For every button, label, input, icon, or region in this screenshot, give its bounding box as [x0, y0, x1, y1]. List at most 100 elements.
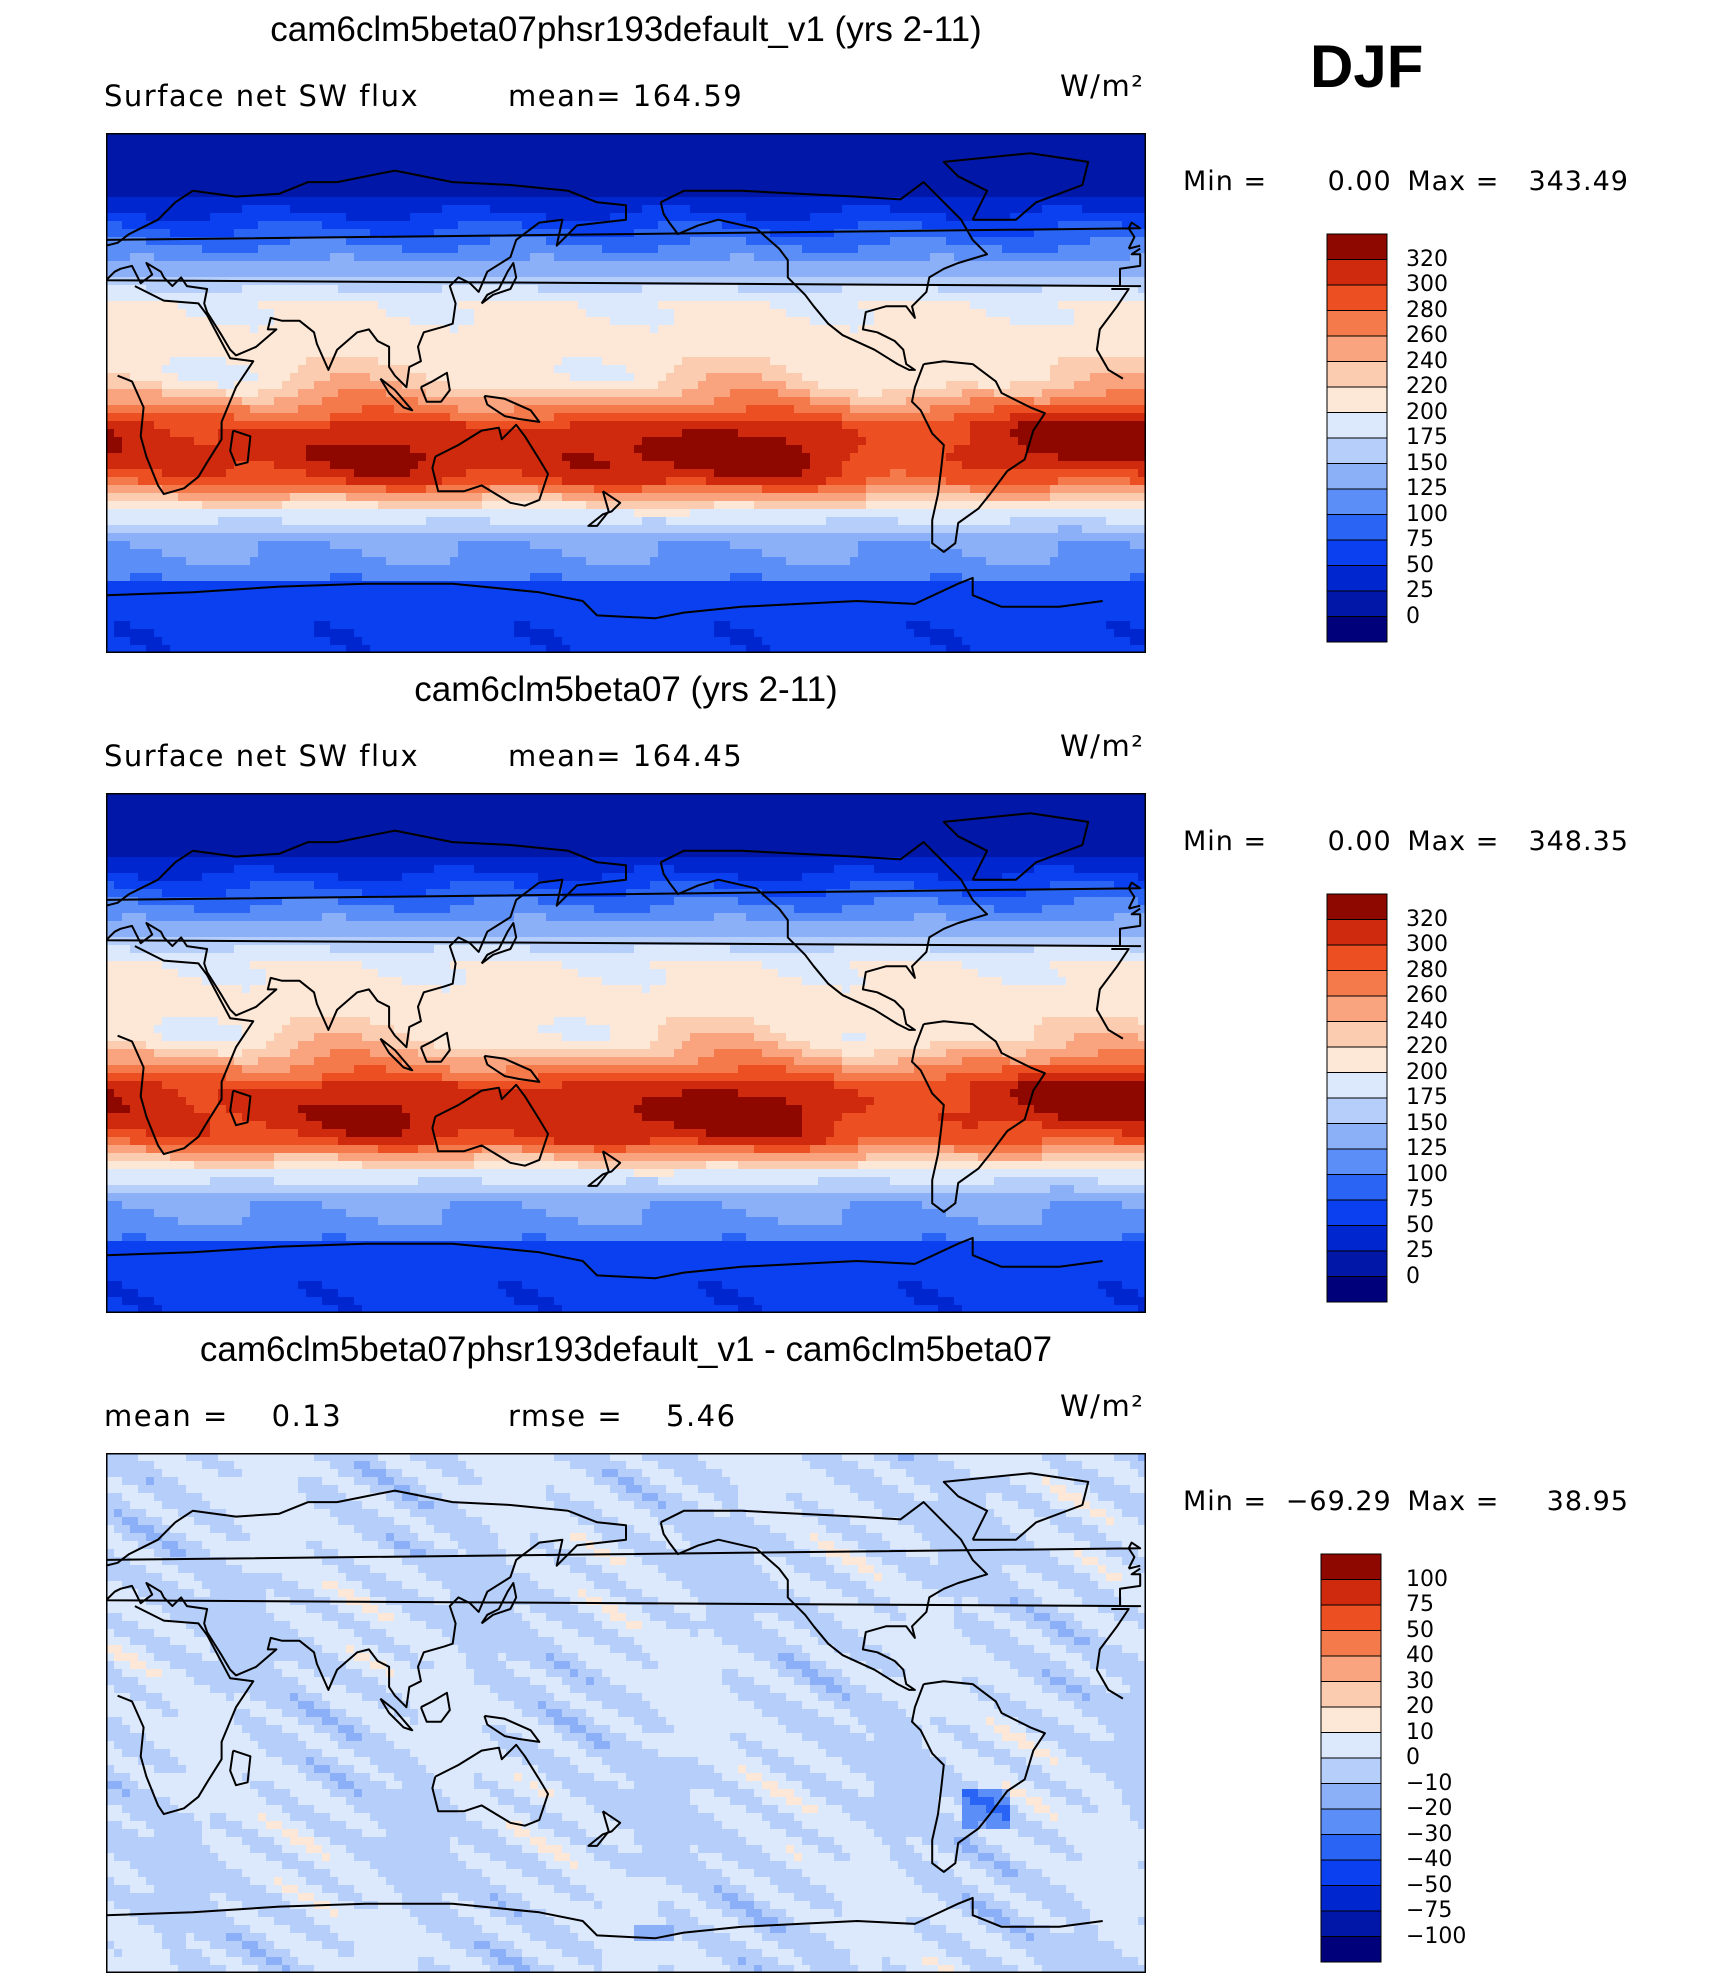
colorbar-swatch	[1326, 284, 1388, 311]
coastline	[106, 169, 1142, 389]
colorbar-tick-label: 220	[1406, 1036, 1448, 1058]
panel-1-minmax: Min = 0.00 Max = 343.49	[1183, 166, 1629, 197]
coastline	[911, 1680, 1046, 1873]
colorbar-tick-label: 150	[1406, 1112, 1448, 1135]
coastline	[419, 371, 451, 403]
colorbar-tick-label: −40	[1406, 1849, 1452, 1871]
colorbar-swatch	[1326, 335, 1388, 362]
panel-3-min-value: −69.29	[1277, 1486, 1392, 1517]
colorbar-tick-label: 260	[1406, 325, 1448, 347]
coastline	[659, 181, 989, 371]
coastline	[911, 360, 1046, 553]
colorbar-tick-label: 0	[1406, 1265, 1420, 1288]
colorbar-tick-label: 280	[1406, 299, 1448, 322]
colorbar-tick-label: 20	[1406, 1696, 1434, 1718]
colorbar-svg	[1320, 1553, 1382, 1963]
panel-1-max-value: 343.49	[1509, 166, 1629, 197]
coastline	[419, 1691, 451, 1723]
coastline	[117, 945, 1130, 1156]
map-frame	[106, 133, 1146, 653]
colorbar-tick-label: 240	[1406, 350, 1448, 373]
panel-2-minmax: Min = 0.00 Max = 348.35	[1183, 826, 1629, 857]
colorbar-tick-label: −20	[1406, 1798, 1452, 1820]
colorbar-swatch	[1326, 463, 1388, 490]
coastline	[480, 1582, 518, 1625]
coastline	[480, 262, 518, 305]
colorbar-svg	[1326, 233, 1388, 643]
colorbar-swatch	[1320, 1808, 1382, 1835]
colorbar-tick-label: 240	[1406, 1010, 1448, 1033]
panel-3-min-label: Min =	[1183, 1486, 1267, 1517]
panel-1-units-label: W/m²	[1060, 69, 1144, 103]
panel-2-colorbar: 320 300 280 260 240 220 200 175 150 125 100 75 50 25 0	[1326, 893, 1526, 1305]
colorbar-tick-label: 125	[1406, 1138, 1448, 1160]
coastline	[483, 1714, 541, 1743]
coastline	[229, 429, 252, 467]
colorbar-tick-label: 100	[1406, 1163, 1448, 1186]
colorbar-swatch	[1326, 259, 1388, 286]
colorbar-swatch	[1320, 1910, 1382, 1937]
colorbar-swatch	[1320, 1885, 1382, 1912]
colorbar-swatch	[1320, 1579, 1382, 1606]
coastline	[659, 1501, 989, 1691]
panel-2-min-value: 0.00	[1277, 826, 1392, 857]
colorbar-swatch	[1320, 1604, 1382, 1631]
colorbar-swatch	[1326, 1250, 1388, 1277]
colorbar-swatch	[1326, 233, 1388, 260]
colorbar-swatch	[1326, 1148, 1388, 1175]
colorbar-tick-label: 175	[1406, 1087, 1448, 1109]
colorbar-tick-label: 25	[1406, 580, 1434, 602]
colorbar-swatch	[1326, 1072, 1388, 1099]
panel-3-max-value: 38.95	[1509, 1486, 1629, 1517]
colorbar-swatch	[1326, 1199, 1388, 1226]
colorbar-swatch	[1326, 1225, 1388, 1252]
coastline	[106, 1896, 1103, 1940]
colorbar-swatch	[1326, 565, 1388, 592]
coastline	[419, 1031, 451, 1063]
colorbar-tick-label: 320	[1406, 908, 1448, 931]
coastline	[942, 812, 1090, 881]
coastline	[106, 1489, 1142, 1709]
colorbar-swatch	[1326, 437, 1388, 464]
colorbar-tick-label: 200	[1406, 1061, 1448, 1084]
colorbar-tick-label: 260	[1406, 985, 1448, 1007]
colorbar-tick-label: 200	[1406, 401, 1448, 424]
colorbar-swatch	[1320, 1783, 1382, 1810]
panel-1-min-label: Min =	[1183, 166, 1267, 197]
coastline	[229, 1749, 252, 1787]
panel-3-map	[106, 1453, 1146, 1973]
coastline	[229, 1089, 252, 1127]
colorbar-tick-label: 25	[1406, 1240, 1434, 1262]
colorbar-tick-label: 40	[1406, 1645, 1434, 1667]
colorbar-swatch	[1320, 1859, 1382, 1886]
colorbar-tick-label: 175	[1406, 427, 1448, 449]
map-field	[106, 793, 1146, 1313]
colorbar-swatch	[1320, 1706, 1382, 1733]
coastlines	[106, 1472, 1142, 1940]
panel-1-title: cam6clm5beta07phsr193default_v1 (yrs 2-1…	[106, 10, 1146, 50]
panel-2-max-value: 348.35	[1509, 826, 1629, 857]
colorbar-swatch	[1326, 1276, 1388, 1303]
coastline	[431, 1743, 549, 1827]
coastline	[483, 1054, 541, 1083]
colorbar-tick-label: 50	[1406, 1214, 1434, 1237]
coastline	[431, 1083, 549, 1167]
panel-2-max-label: Max =	[1407, 826, 1499, 857]
coastline	[942, 1472, 1090, 1541]
colorbar-swatch	[1326, 616, 1388, 643]
colorbar-tick-label: −100	[1406, 1925, 1466, 1948]
colorbar-tick-label: 320	[1406, 248, 1448, 271]
coastline	[659, 841, 989, 1031]
coastline	[483, 394, 541, 423]
colorbar-tick-label: 280	[1406, 959, 1448, 982]
coastline	[106, 1236, 1103, 1280]
panel-2-units-label: W/m²	[1060, 729, 1144, 763]
coastline	[106, 576, 1103, 620]
colorbar-swatch	[1326, 361, 1388, 388]
coastline	[587, 1810, 622, 1847]
colorbar-swatch	[1326, 944, 1388, 971]
colorbar-swatch	[1320, 1834, 1382, 1861]
colorbar-tick-label: −10	[1406, 1772, 1452, 1795]
colorbar-tick-label: 125	[1406, 478, 1448, 500]
panel-1-variable-label: Surface net SW flux	[104, 79, 419, 113]
